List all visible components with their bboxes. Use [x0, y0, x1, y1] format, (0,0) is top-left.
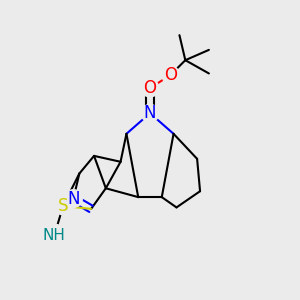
Text: O: O	[143, 79, 157, 97]
Text: S: S	[58, 197, 68, 215]
Text: N: N	[67, 190, 80, 208]
Circle shape	[141, 104, 159, 122]
Circle shape	[162, 66, 179, 84]
Text: N: N	[144, 104, 156, 122]
Text: NH: NH	[43, 228, 66, 243]
Circle shape	[43, 224, 65, 247]
Circle shape	[141, 79, 159, 97]
Text: O: O	[164, 66, 177, 84]
Circle shape	[64, 190, 82, 207]
Circle shape	[54, 197, 72, 215]
